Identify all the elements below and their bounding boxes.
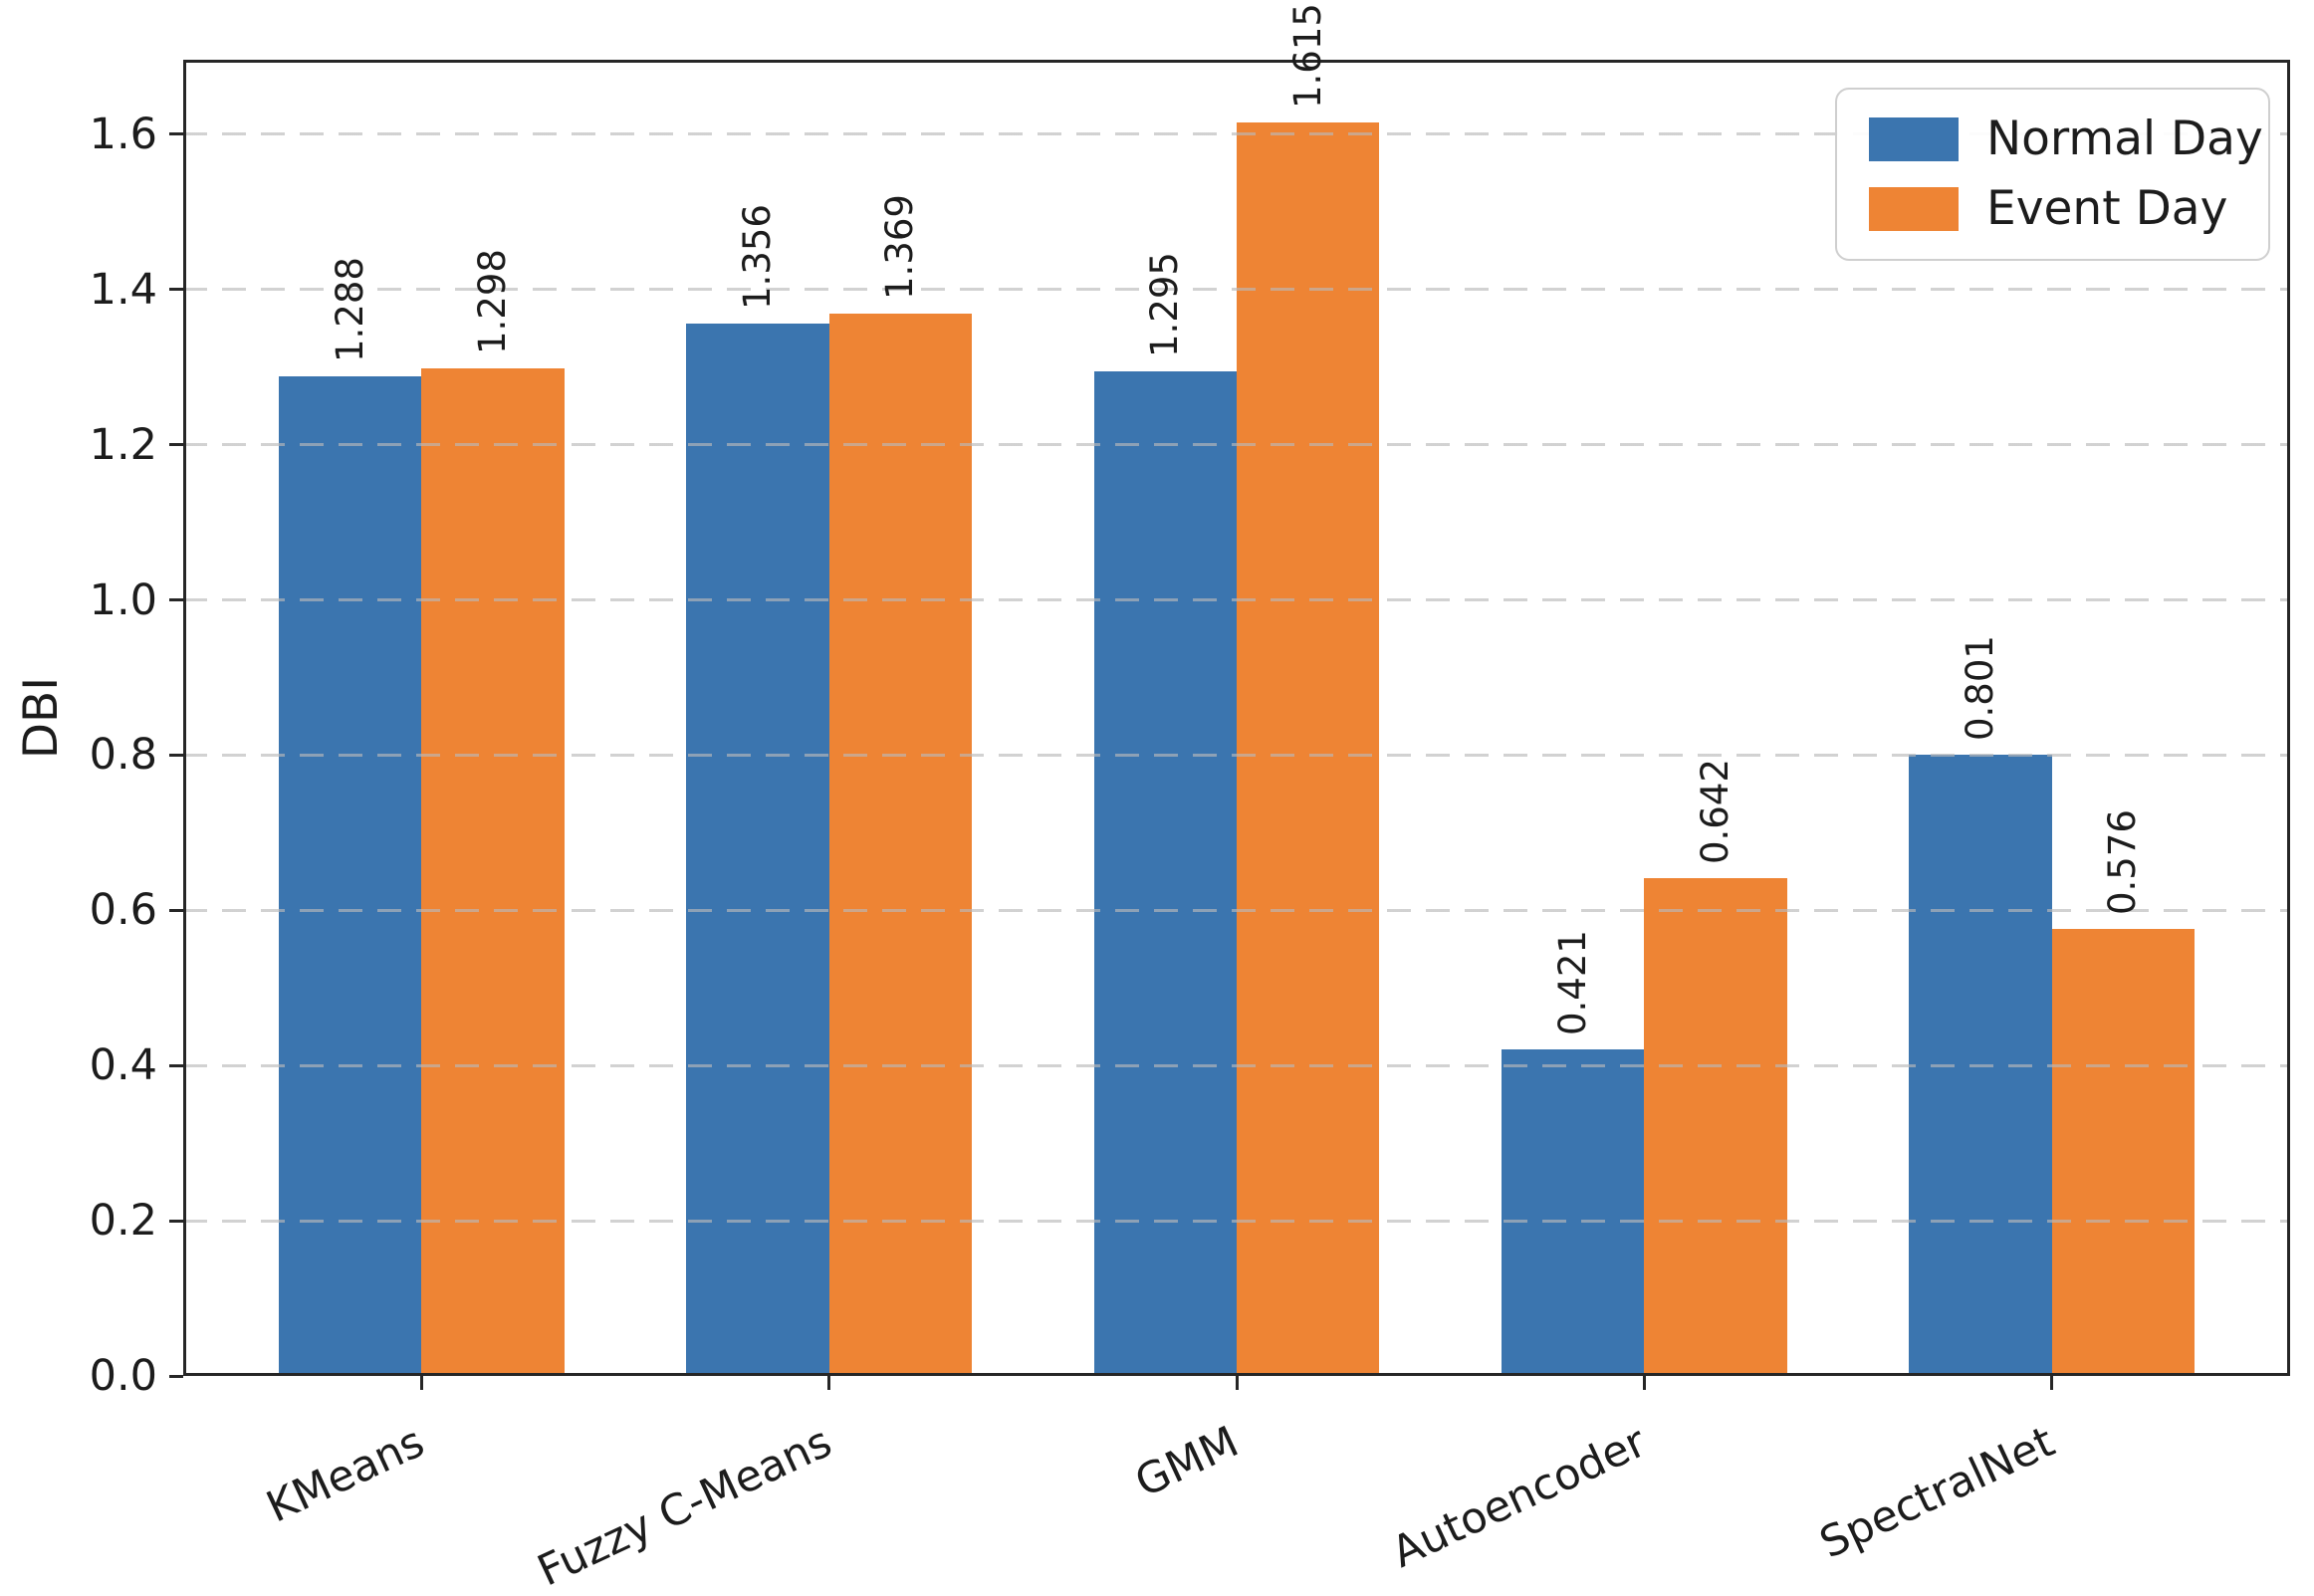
x-tick-label-kmeans: KMeans [259,1417,432,1533]
y-tick-mark-1.0 [169,598,183,602]
bar-autoencoder-event-day [1644,877,1787,1376]
legend-label-normal-day: Normal Day [1986,112,2263,166]
legend-label-event-day: Event Day [1986,181,2228,236]
bar-fuzzy-c-means-normal-day [686,324,829,1376]
x-tick-label-spectralnet: SpectralNet [1812,1417,2062,1569]
ticks-layer [169,60,2290,1390]
x-tick-mark-gmm [1235,1376,1239,1390]
y-tick-mark-1.4 [169,288,183,292]
x-tick-mark-kmeans [419,1376,423,1390]
y-tick-label-0.4: 0.4 [89,1040,157,1091]
plot-area: 1.288 1.298 1.356 1.369 1.295 1.615 0.421 0.642… [169,3,2290,1390]
x-tick-mark-spectralnet [2050,1376,2054,1390]
value-label-gmm-normal-day: 1.295 [1143,251,1187,357]
legend-item-normal-day: Normal Day [1869,114,2263,165]
value-label-kmeans-normal-day: 1.288 [328,257,371,363]
y-tick-label-1.0: 1.0 [89,574,157,625]
y-tick-mark-0.2 [169,1219,183,1223]
y-tick-label-1.6: 1.6 [89,109,157,159]
x-tick-mark-autoencoder [1642,1376,1646,1390]
value-label-autoencoder-normal-day: 0.421 [1550,929,1594,1035]
bar-gmm-event-day [1237,122,1380,1376]
legend: Normal Day Event Day [1835,88,2270,261]
value-label-spectralnet-event-day: 0.576 [2101,809,2145,916]
bar-gmm-normal-day [1093,370,1237,1376]
gridline-y-1.2 [183,443,2290,447]
gridline-y-0.8 [183,753,2290,757]
gridline-y-0.2 [183,1219,2290,1223]
gridline-y-0.4 [183,1063,2290,1067]
value-label-fuzzy-c-means-normal-day: 1.356 [736,204,780,311]
y-tick-mark-1.6 [169,132,183,136]
x-tick-label-fuzzy-c-means: Fuzzy C-Means [530,1417,839,1596]
y-tick-label-0.2: 0.2 [89,1196,157,1247]
legend-swatch-normal-day [1869,117,1959,161]
y-tick-mark-0.6 [169,908,183,912]
x-tick-mark-fuzzy-c-means [827,1376,831,1390]
bar-kmeans-event-day [421,368,565,1376]
y-tick-label-1.4: 1.4 [89,264,157,315]
bar-fuzzy-c-means-event-day [828,313,972,1376]
bar-kmeans-normal-day [279,376,422,1376]
gridline-y-1.4 [183,288,2290,292]
value-label-autoencoder-event-day: 0.642 [1693,758,1736,864]
x-tick-label-autoencoder: Autoencoder [1384,1417,1655,1578]
value-label-fuzzy-c-means-event-day: 1.369 [878,193,922,300]
y-tick-mark-1.2 [169,443,183,447]
gridline-y-1.0 [183,598,2290,602]
y-tick-mark-0.8 [169,753,183,757]
y-tick-label-0.6: 0.6 [89,885,157,936]
bar-autoencoder-normal-day [1502,1048,1645,1376]
y-tick-label-0.8: 0.8 [89,730,157,781]
value-label-kmeans-event-day: 1.298 [471,249,515,355]
grid-layer [183,60,2290,1376]
gridline-y-1.6 [183,132,2290,136]
x-tick-label-gmm: GMM [1128,1417,1247,1508]
y-tick-mark-0.4 [169,1063,183,1067]
legend-swatch-event-day [1869,187,1959,231]
value-label-spectralnet-normal-day: 0.801 [1958,634,2001,741]
y-tick-label-0.0: 0.0 [89,1351,157,1401]
legend-item-event-day: Event Day [1869,183,2236,235]
y-tick-label-1.2: 1.2 [89,419,157,470]
gridline-y-0.6 [183,908,2290,912]
y-tick-mark-0.0 [169,1374,183,1378]
bar-spectralnet-event-day [2051,929,2195,1376]
value-label-gmm-event-day: 1.615 [1285,3,1329,110]
